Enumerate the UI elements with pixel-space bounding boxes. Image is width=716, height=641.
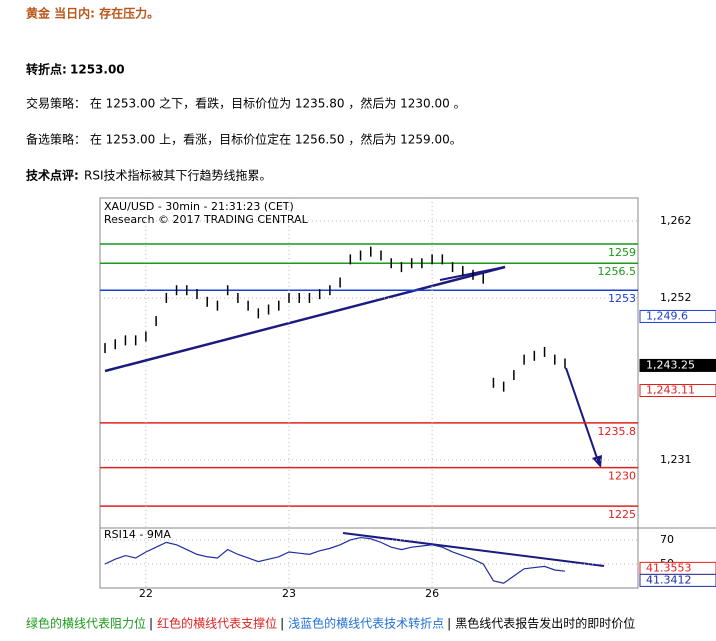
x-tick-label: 22 xyxy=(139,587,153,600)
price-marker-label: 41.3553 xyxy=(646,561,692,574)
level-label: 1235.8 xyxy=(598,425,637,438)
price-marker-label: 1,243.25 xyxy=(646,358,695,371)
rsi-line xyxy=(104,536,566,584)
level-label: 1225 xyxy=(608,508,636,521)
chart-frame xyxy=(99,197,639,589)
separator: | xyxy=(149,617,153,631)
y-tick-label: 1,262 xyxy=(660,214,692,227)
price-marker-label: 1,243.11 xyxy=(646,384,695,397)
rsi-title: RSI14 - 9MA xyxy=(104,528,171,541)
price-marker xyxy=(639,573,716,587)
comment-text: RSI技术指标被其下行趋势线拖累。 xyxy=(84,168,272,183)
rsi-trendline xyxy=(342,532,605,567)
price-marker xyxy=(639,309,716,323)
price-marker xyxy=(639,358,716,372)
x-tick-label: 23 xyxy=(282,587,296,600)
pivot-value: 1253.00 xyxy=(70,63,125,77)
separator: | xyxy=(447,617,451,631)
price-marker-label: 1,249.6 xyxy=(646,309,688,322)
y-tick-label: 70 xyxy=(660,533,674,546)
price-marker xyxy=(639,384,716,398)
pivot-label: 转折点: xyxy=(26,62,67,77)
legend-text: 浅蓝色的横线代表技术转折点 xyxy=(288,616,444,631)
legend-text: 红色的横线代表支撑位 xyxy=(157,616,277,631)
alternative: 备选策略： 在 1253.00 上，看涨，目标价位定在 1256.50 ，然后为… xyxy=(26,132,462,147)
chart-title: XAU/USD - 30min - 21:31:23 (CET) xyxy=(104,200,294,213)
y-tick-label: 1,252 xyxy=(660,291,692,304)
chart-subtitle: Research © 2017 TRADING CENTRAL xyxy=(104,213,309,226)
legend-text: 绿色的横线代表阻力位 xyxy=(26,616,146,631)
separator: | xyxy=(280,617,284,631)
level-label: 1256.5 xyxy=(598,265,637,278)
level-label: 1259 xyxy=(608,246,636,259)
trendline xyxy=(104,265,506,373)
footer: 绿色的横线代表阻力位 | 红色的横线代表支撑位 | 浅蓝色的横线代表技术转折点 | 黑色线代… xyxy=(26,616,635,631)
title: 黄金 当日内: 存在压力。 xyxy=(26,6,159,21)
level-label: 1230 xyxy=(608,470,636,483)
y-tick-label: 1,231 xyxy=(660,453,692,466)
comment-label: 技术点评: xyxy=(26,168,79,183)
legend-text: 黑色线代表报告发出时的即时价位 xyxy=(455,616,635,631)
strategy: 交易策略： 在 1253.00 之下，看跌，目标价位为 1235.80 ，然后为… xyxy=(26,96,466,111)
level-label: 1253 xyxy=(608,292,636,305)
arrowhead xyxy=(592,455,602,468)
arrow xyxy=(565,367,598,459)
price-marker-label: 41.3412 xyxy=(646,573,692,586)
x-tick-label: 26 xyxy=(425,587,439,600)
